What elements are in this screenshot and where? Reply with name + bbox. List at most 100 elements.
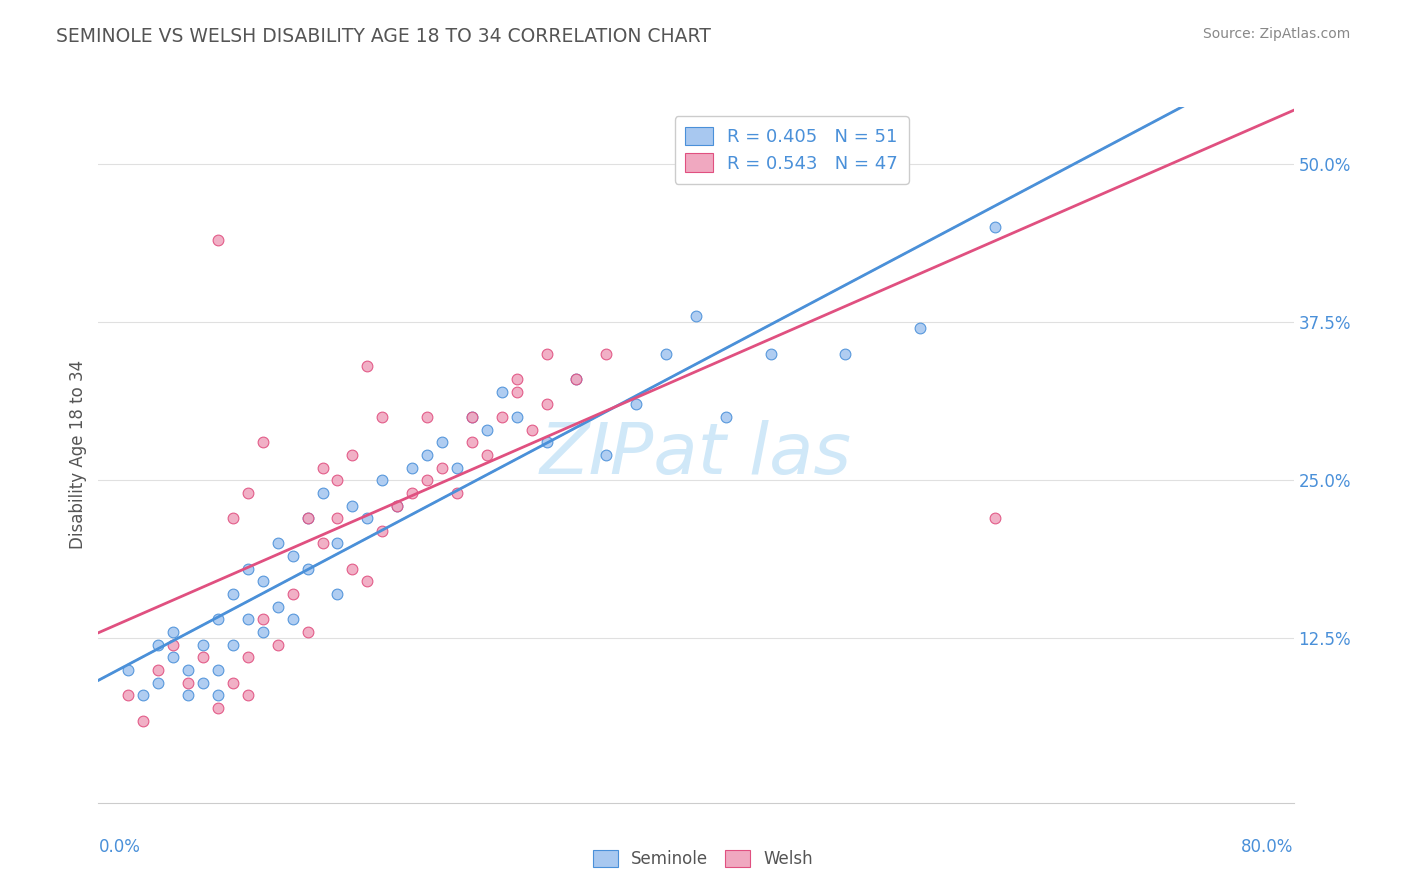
Point (236, 486, 259, 500)
Point (311, 460, 333, 475)
Point (371, 473, 394, 487)
Point (401, 486, 423, 500)
Point (117, 688, 139, 702)
Point (491, 384, 513, 399)
Point (342, 499, 364, 513)
Point (177, 675, 200, 690)
Point (281, 612, 304, 626)
Point (236, 562, 259, 576)
Point (297, 562, 319, 576)
Point (297, 625, 319, 640)
Point (595, 347, 617, 361)
Point (430, 460, 453, 475)
Point (207, 612, 229, 626)
Point (371, 409, 394, 424)
Point (177, 663, 200, 677)
Point (207, 233, 229, 247)
Point (252, 574, 274, 589)
Point (267, 638, 290, 652)
Point (162, 650, 184, 665)
Point (461, 409, 484, 424)
Point (326, 511, 349, 525)
Point (983, 220, 1005, 235)
Point (191, 650, 214, 665)
Point (207, 688, 229, 702)
Point (162, 625, 184, 640)
Point (356, 511, 378, 525)
Point (371, 524, 394, 538)
Point (222, 675, 245, 690)
Point (326, 536, 349, 550)
Point (177, 688, 200, 702)
Point (222, 511, 245, 525)
Point (491, 409, 513, 424)
Point (595, 448, 617, 462)
Point (416, 448, 439, 462)
Point (311, 536, 333, 550)
Text: ZIPat las: ZIPat las (540, 420, 852, 490)
Point (342, 562, 364, 576)
Point (908, 321, 931, 335)
Point (759, 347, 782, 361)
Point (236, 612, 259, 626)
Point (475, 423, 498, 437)
Point (148, 675, 170, 690)
Point (132, 688, 155, 702)
Point (311, 486, 333, 500)
Point (148, 638, 170, 652)
Point (536, 435, 558, 450)
Point (565, 372, 588, 386)
Point (624, 397, 647, 411)
Point (191, 675, 214, 690)
Point (506, 372, 529, 386)
Point (536, 347, 558, 361)
Point (252, 435, 274, 450)
Point (356, 359, 378, 374)
Text: SEMINOLE VS WELSH DISABILITY AGE 18 TO 34 CORRELATION CHART: SEMINOLE VS WELSH DISABILITY AGE 18 TO 3… (56, 27, 711, 45)
Point (281, 587, 304, 601)
Point (162, 638, 184, 652)
Point (191, 638, 214, 652)
Point (685, 309, 707, 323)
Point (297, 511, 319, 525)
Point (446, 486, 468, 500)
Point (236, 688, 259, 702)
Point (342, 448, 364, 462)
Point (132, 714, 155, 728)
Point (834, 347, 856, 361)
Y-axis label: Disability Age 18 to 34: Disability Age 18 to 34 (69, 360, 87, 549)
Point (983, 511, 1005, 525)
Point (326, 587, 349, 601)
Point (475, 448, 498, 462)
Legend: R = 0.405   N = 51, R = 0.543   N = 47: R = 0.405 N = 51, R = 0.543 N = 47 (675, 116, 908, 184)
Point (446, 460, 468, 475)
Point (207, 663, 229, 677)
Legend: Seminole, Welsh: Seminole, Welsh (586, 843, 820, 875)
Text: 0.0%: 0.0% (98, 838, 141, 856)
Point (401, 460, 423, 475)
Point (416, 473, 439, 487)
Point (430, 435, 453, 450)
Point (117, 663, 139, 677)
Point (267, 599, 290, 614)
Point (222, 638, 245, 652)
Point (565, 372, 588, 386)
Point (416, 409, 439, 424)
Point (356, 574, 378, 589)
Point (385, 499, 409, 513)
Point (252, 612, 274, 626)
Point (281, 549, 304, 563)
Point (207, 701, 229, 715)
Point (148, 663, 170, 677)
Point (714, 409, 737, 424)
Point (536, 397, 558, 411)
Point (297, 511, 319, 525)
Point (267, 536, 290, 550)
Point (506, 409, 529, 424)
Point (326, 473, 349, 487)
Text: 80.0%: 80.0% (1241, 838, 1294, 856)
Point (461, 435, 484, 450)
Point (655, 347, 678, 361)
Point (236, 650, 259, 665)
Point (461, 409, 484, 424)
